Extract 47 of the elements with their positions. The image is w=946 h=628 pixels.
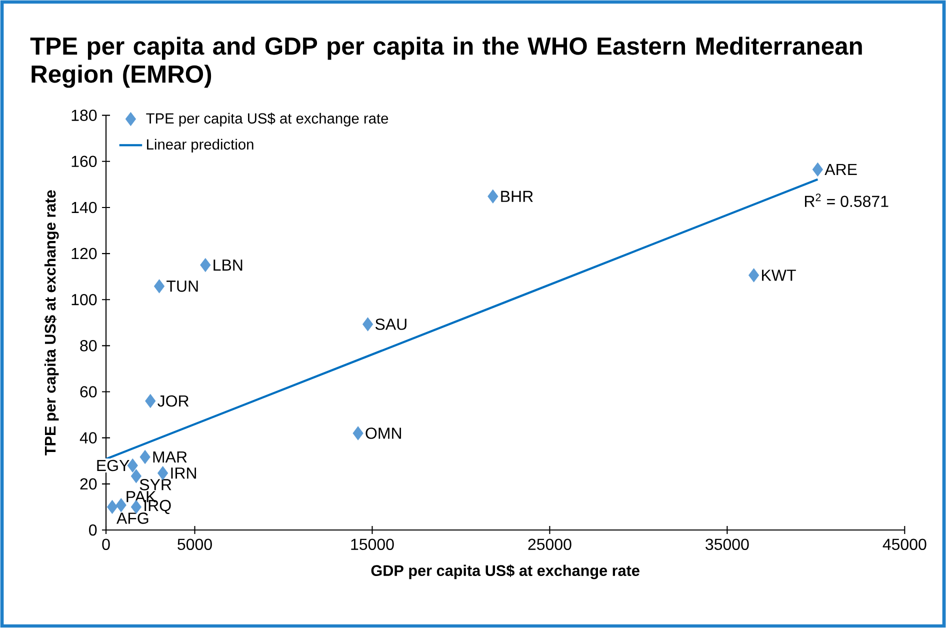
y-tick-label: 160 xyxy=(72,156,97,168)
point xyxy=(748,268,760,282)
legend-label: TPE per capita US$ at exchange rate xyxy=(146,112,388,127)
annotation: SYR xyxy=(140,479,172,490)
annotation: AFG xyxy=(116,512,148,524)
chart-title: TPE per capita and GDP per capita in the WHO Eastern Mediterranean Region (EMRO) xyxy=(30,36,862,88)
point xyxy=(352,426,364,440)
x-tick-label: 15000 xyxy=(351,538,394,550)
y-tick-label: 40 xyxy=(80,432,97,444)
y-tick-label: 20 xyxy=(80,478,97,490)
annotation: ARE xyxy=(824,164,857,175)
x-tick-label: 25000 xyxy=(528,538,572,550)
x-axis-title: GDP per capita US$ at exchange rate xyxy=(371,564,640,580)
point xyxy=(812,162,823,176)
point xyxy=(106,500,118,514)
y-axis-title: TPE per capita US$ at exchange rate xyxy=(44,190,59,456)
annotation: IRN xyxy=(171,468,196,479)
annotation: EGY xyxy=(97,460,130,472)
point xyxy=(362,317,374,332)
point xyxy=(200,258,211,272)
point xyxy=(116,498,126,512)
point xyxy=(145,394,156,408)
y-tick-label: 180 xyxy=(72,110,97,121)
x-tick-label: 5000 xyxy=(178,538,212,550)
y-tick-label: 120 xyxy=(72,248,97,260)
point xyxy=(154,279,165,294)
point xyxy=(140,450,150,464)
x-tick-label: 0 xyxy=(102,538,110,550)
annotation: SAU xyxy=(375,318,406,330)
x-tick-label: 35000 xyxy=(706,538,749,550)
annotation: KWT xyxy=(762,270,796,281)
point xyxy=(130,469,142,484)
y-tick-label: 0 xyxy=(89,524,97,536)
annotation: OMN xyxy=(366,428,401,439)
annotation: MAR xyxy=(153,451,187,462)
y-tick-label: 80 xyxy=(80,340,97,352)
annotation: R$^{2}$ = 0.5871 xyxy=(805,194,888,208)
legend-label: Linear prediction xyxy=(147,138,254,152)
annotation: BHR xyxy=(501,190,533,202)
point xyxy=(488,189,498,204)
annotation: JOR xyxy=(158,395,189,407)
y-tick-label: 60 xyxy=(80,386,97,398)
y-tick-label: 100 xyxy=(72,294,97,306)
annotation: LBN xyxy=(214,260,242,271)
x-tick-label: 45000 xyxy=(882,538,926,550)
y-tick-label: 140 xyxy=(72,202,97,214)
annotation: TUN xyxy=(166,280,198,292)
